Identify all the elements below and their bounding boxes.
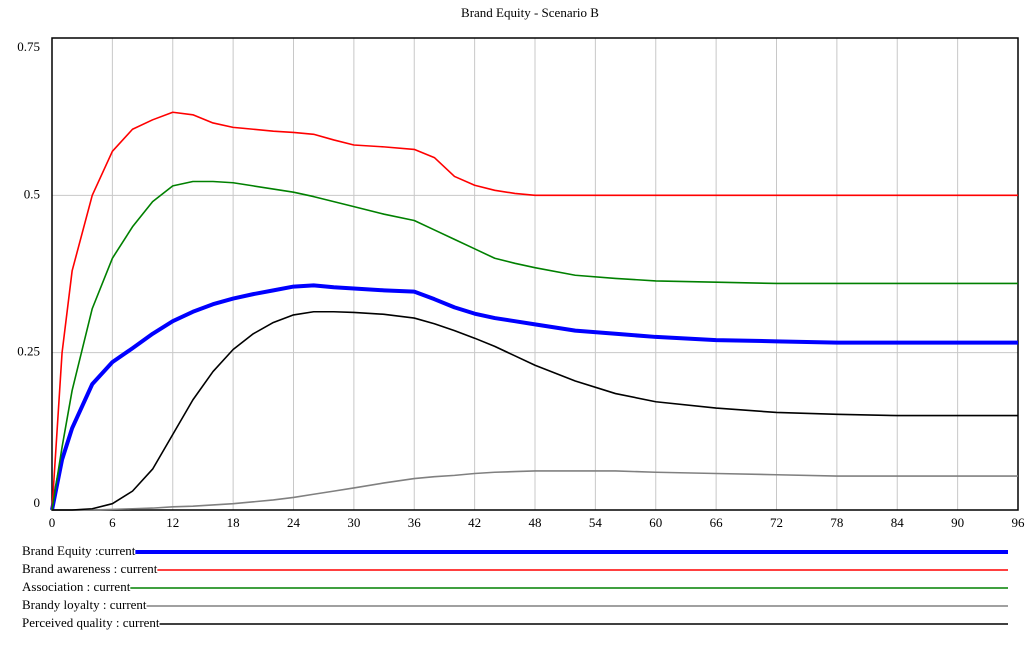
x-tick-label: 54 — [589, 515, 603, 530]
series-line — [52, 310, 1018, 511]
x-tick-label: 96 — [1012, 515, 1026, 530]
x-tick-label: 30 — [347, 515, 360, 530]
series-line — [51, 111, 1018, 511]
x-tick-label: 18 — [227, 515, 240, 530]
x-tick-label: 0 — [49, 515, 56, 530]
x-tick-label: 78 — [830, 515, 843, 530]
x-tick-label: 90 — [951, 515, 964, 530]
x-tick-label: 12 — [166, 515, 179, 530]
y-tick-label: 0.75 — [17, 39, 40, 54]
y-tick-label: 0 — [34, 495, 41, 510]
legend-label: Brand Equity :current — [22, 543, 136, 558]
series-line — [50, 283, 1018, 511]
series-line — [51, 180, 1018, 511]
legend-label: Association : current — [22, 579, 131, 594]
x-tick-label: 6 — [109, 515, 116, 530]
legend-label: Brand awareness : current — [22, 561, 158, 576]
x-tick-label: 36 — [408, 515, 422, 530]
series-line — [52, 470, 1018, 511]
x-tick-label: 66 — [710, 515, 724, 530]
x-tick-label: 60 — [649, 515, 662, 530]
y-tick-label: 0.5 — [24, 186, 40, 201]
x-tick-label: 48 — [529, 515, 542, 530]
x-tick-label: 84 — [891, 515, 905, 530]
legend-label: Brandy loyalty : current — [22, 597, 147, 612]
x-tick-label: 24 — [287, 515, 301, 530]
chart-title: Brand Equity - Scenario B — [461, 5, 599, 20]
plot-frame — [51, 37, 1019, 511]
x-tick-label: 72 — [770, 515, 783, 530]
x-tick-label: 42 — [468, 515, 481, 530]
legend-label: Perceived quality : current — [22, 615, 160, 630]
y-tick-label: 0.25 — [17, 344, 40, 359]
